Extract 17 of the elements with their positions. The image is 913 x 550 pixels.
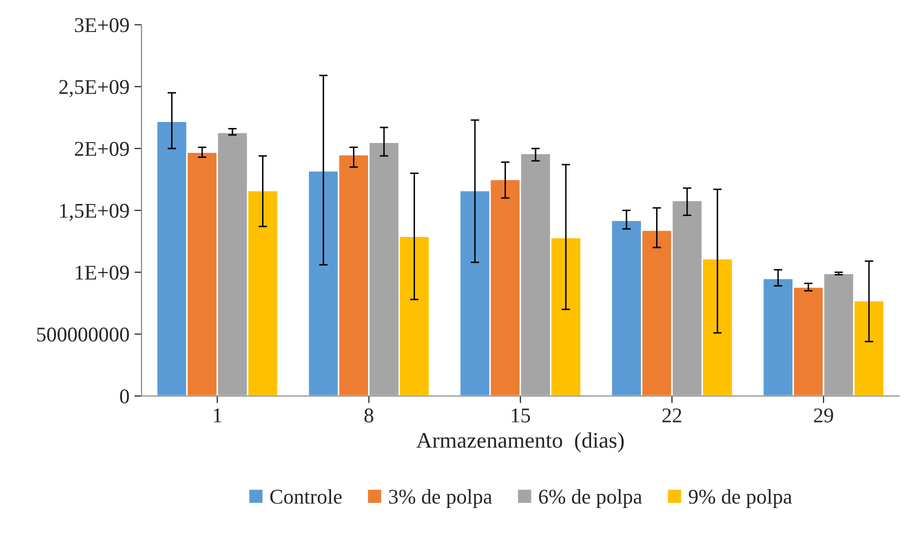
x-axis-title: Armazenamento (dias) (416, 432, 624, 452)
x-tick-label: 1 (214, 408, 222, 422)
y-tick-label: 2,5E+09 (59, 80, 129, 98)
y-tick-label: 2E+09 (74, 142, 129, 156)
y-tick-label: 500000000 (37, 328, 129, 342)
y-tick-label: 0 (120, 389, 129, 404)
x-tick-label: 29 (814, 408, 834, 422)
legend-label: Controle (270, 489, 342, 504)
y-tick-label: 3E+09 (74, 18, 129, 32)
x-tick-label: 15 (512, 408, 530, 422)
y-tick-label: 1,5E+09 (60, 204, 129, 221)
legend-label: 6% de polpa (539, 489, 642, 508)
legend-label: 9% de polpa (688, 489, 792, 508)
legend-label: 3% de polpa (389, 489, 492, 508)
x-tick-label: 22 (662, 408, 682, 422)
y-tick-label: 1E+09 (76, 266, 129, 280)
x-tick-label: 8 (364, 408, 374, 422)
